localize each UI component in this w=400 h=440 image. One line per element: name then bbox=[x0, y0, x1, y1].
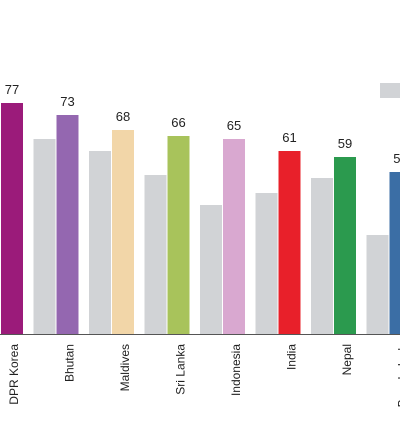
bar-value-0 bbox=[1, 103, 23, 334]
bar-value-1 bbox=[56, 115, 79, 334]
bar-grey-5 bbox=[255, 193, 278, 334]
bar-value-7 bbox=[389, 172, 400, 334]
bar-grey-1 bbox=[33, 139, 56, 334]
bar-value-4 bbox=[223, 139, 245, 334]
bar-grey-3 bbox=[144, 175, 167, 334]
category-label-6: Nepal bbox=[340, 344, 354, 375]
data-label-6: 59 bbox=[338, 136, 352, 151]
bar-grey-6 bbox=[311, 178, 333, 334]
category-label-3: Sri Lanka bbox=[174, 344, 188, 395]
category-label-1: Bhutan bbox=[63, 344, 77, 382]
category-label-0: DPR Korea bbox=[7, 344, 21, 405]
category-label-5: India bbox=[285, 344, 299, 370]
data-label-7: 54 bbox=[393, 151, 400, 166]
bar-value-2 bbox=[112, 130, 134, 334]
bar-value-3 bbox=[167, 136, 190, 334]
bar-grey-2 bbox=[89, 151, 111, 334]
bar-grey-4 bbox=[200, 205, 222, 334]
data-label-5: 61 bbox=[282, 130, 296, 145]
category-label-7: Bangladesh bbox=[396, 344, 400, 407]
data-label-1: 73 bbox=[60, 94, 74, 109]
bar-value-6 bbox=[334, 157, 356, 334]
bar-value-5 bbox=[278, 151, 301, 334]
data-label-4: 65 bbox=[227, 118, 241, 133]
legend-swatch-grey bbox=[380, 83, 400, 98]
data-label-0: 77 bbox=[5, 82, 19, 97]
data-label-3: 66 bbox=[171, 115, 185, 130]
category-label-2: Maldives bbox=[118, 344, 132, 391]
category-label-4: Indonesia bbox=[229, 344, 243, 396]
bar-grey-7 bbox=[366, 235, 389, 334]
data-label-2: 68 bbox=[116, 109, 130, 124]
